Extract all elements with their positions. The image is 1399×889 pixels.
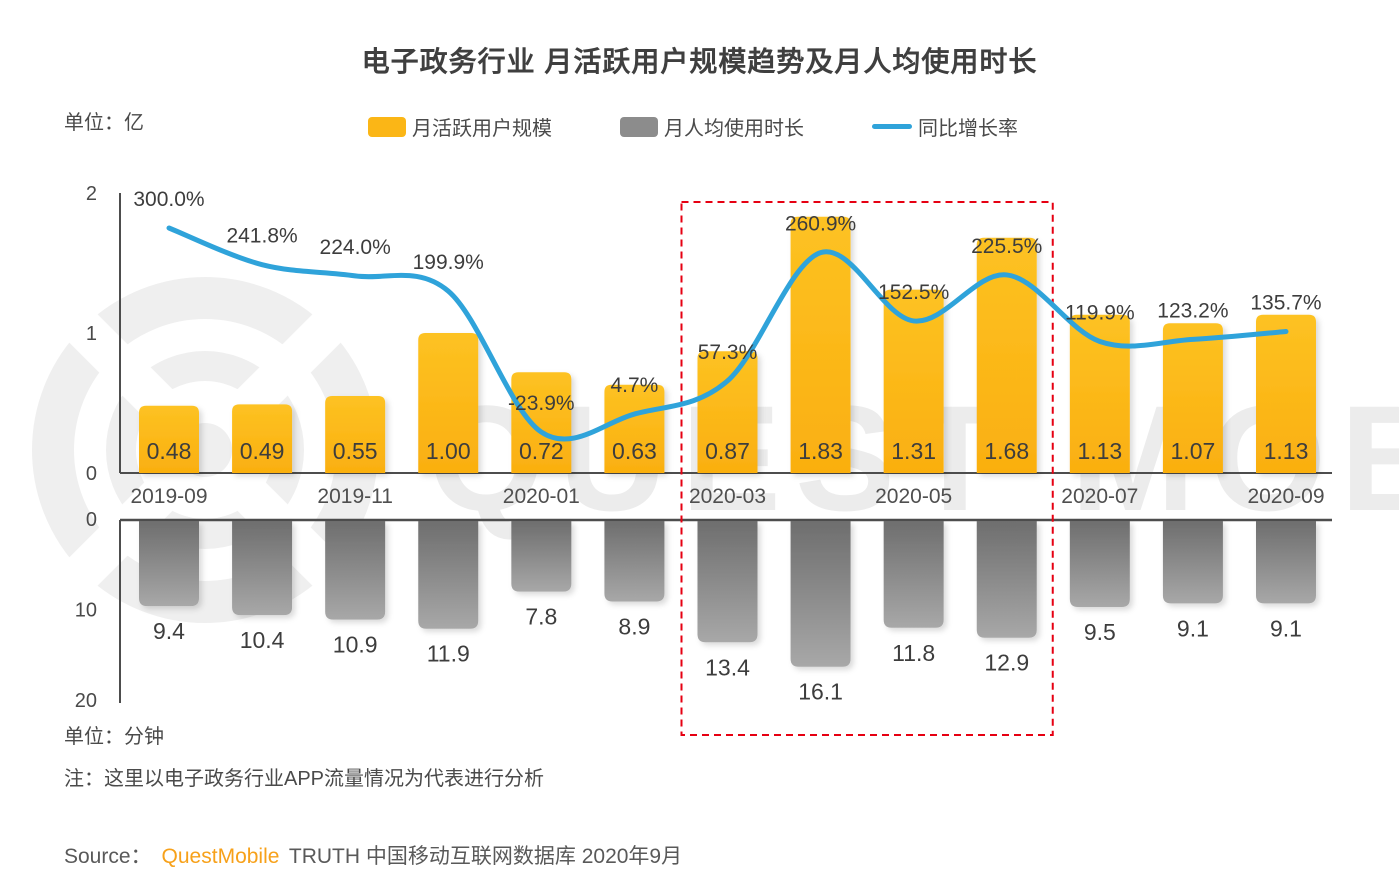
mau-bar-value: 0.87	[705, 438, 750, 464]
usage-bar-value: 8.9	[618, 614, 650, 640]
usage-bar-value: 11.9	[427, 641, 470, 667]
mau-bar-value: 1.07	[1171, 438, 1216, 464]
mau-bar-value: 1.13	[1264, 438, 1309, 464]
growth-point-label: 57.3%	[698, 341, 758, 364]
source-prefix: Source：	[64, 845, 152, 868]
mau-bar	[604, 384, 665, 473]
bottom-axis-tick: 10	[75, 600, 97, 622]
mau-bar-value: 0.63	[612, 438, 657, 464]
mau-bar	[976, 237, 1037, 473]
mau-bar-value: 1.83	[798, 438, 843, 464]
legend-item-usage: 月人均使用时长	[620, 112, 804, 141]
growth-point-label: 119.9%	[1065, 301, 1135, 324]
growth-point-label: 123.2%	[1157, 299, 1228, 322]
usage-bar	[976, 521, 1037, 638]
mau-bar	[418, 333, 479, 473]
growth-point-label: 199.9%	[413, 251, 484, 274]
usage-bar-value: 9.4	[153, 618, 185, 644]
usage-bar-value: 9.1	[1270, 615, 1302, 641]
usage-bar	[232, 521, 293, 616]
source-line: Source： QuestMobile TRUTH 中国移动互联网数据库 2020…	[64, 840, 682, 870]
usage-bar-value: 13.4	[705, 654, 750, 680]
growth-point-label: -23.9%	[508, 392, 575, 415]
usage-bar-value: 7.8	[525, 604, 557, 630]
growth-point-label: 152.5%	[878, 281, 949, 304]
x-axis-label: 2020-03	[689, 485, 766, 508]
legend: 月活跃用户规模 月人均使用时长 同比增长率	[368, 112, 1018, 141]
unit-bottom-label: 单位：分钟	[64, 726, 164, 748]
growth-point-label: 225.5%	[971, 235, 1042, 258]
mau-bar	[511, 372, 572, 473]
usage-swatch-icon	[620, 116, 658, 137]
mau-bar	[883, 289, 944, 473]
source-brand: QuestMobile	[161, 845, 280, 868]
growth-point-label: 4.7%	[610, 374, 658, 397]
mau-bar	[1162, 323, 1223, 473]
x-axis-label: 2019-11	[317, 485, 393, 508]
mau-bar-value: 0.49	[240, 438, 285, 464]
usage-bar-value: 9.5	[1084, 619, 1116, 645]
usage-bar	[511, 521, 572, 592]
usage-bar	[139, 521, 199, 607]
usage-bar-value: 16.1	[798, 679, 843, 705]
chart-title: 电子政务行业 月活跃用户规模趋势及月人均使用时长	[361, 46, 1038, 77]
mau-bar	[232, 404, 293, 473]
usage-bar	[418, 521, 479, 629]
analysis-note: 注：这里以电子政务行业APP流量情况为代表进行分析	[64, 768, 545, 790]
legend-label-mau: 月活跃用户规模	[412, 118, 552, 140]
mau-swatch-icon	[368, 116, 406, 137]
growth-point-label: 135.7%	[1250, 292, 1321, 315]
bottom-axis-tick: 0	[86, 509, 97, 531]
mau-bar	[790, 216, 851, 474]
highlight-box	[680, 201, 1054, 736]
mau-bar	[139, 405, 199, 473]
top-axis-tick: 1	[86, 323, 97, 345]
growth-point-label: 260.9%	[785, 213, 856, 236]
usage-bar-value: 12.9	[984, 650, 1029, 676]
legend-label-growth: 同比增长率	[918, 118, 1018, 140]
top-axis-tick: 2	[86, 183, 97, 205]
usage-bar-value: 9.1	[1177, 615, 1209, 641]
x-axis-label: 2020-01	[503, 485, 580, 508]
mau-bar-value: 0.72	[519, 438, 564, 464]
legend-label-usage: 月人均使用时长	[664, 118, 804, 140]
legend-item-growth: 同比增长率	[872, 112, 1018, 141]
bottom-axis-tick: 20	[75, 690, 97, 712]
usage-bar-value: 10.4	[240, 627, 285, 653]
unit-top-label: 单位：亿	[64, 112, 144, 134]
usage-bar	[883, 521, 944, 628]
mau-bar-value: 0.55	[333, 438, 378, 464]
usage-bar	[1162, 521, 1223, 604]
mau-bar-value: 1.13	[1077, 438, 1122, 464]
x-axis-label: 2020-09	[1247, 485, 1324, 508]
mau-bar	[697, 351, 758, 473]
usage-bar	[790, 521, 851, 667]
top-axis-tick: 0	[86, 463, 97, 485]
mau-bar	[325, 396, 386, 473]
usage-bar	[604, 521, 665, 602]
usage-bar	[1069, 521, 1130, 607]
growth-point-label: 241.8%	[226, 225, 297, 248]
mau-bar-value: 1.00	[426, 438, 471, 464]
x-axis-label: 2020-05	[875, 485, 952, 508]
growth-line-swatch-icon	[872, 124, 912, 129]
growth-point-label: 300.0%	[133, 188, 204, 211]
x-axis-label: 2019-09	[130, 485, 207, 508]
mau-bar-value: 1.31	[891, 438, 936, 464]
mau-bar	[1069, 314, 1130, 473]
mau-bar-value: 0.48	[147, 438, 192, 464]
x-axis-label: 2020-07	[1061, 485, 1138, 508]
mau-bar	[1255, 314, 1316, 473]
usage-bar-value: 11.8	[892, 640, 935, 666]
usage-bar	[697, 521, 758, 643]
legend-item-mau: 月活跃用户规模	[368, 112, 552, 141]
mau-bar-value: 1.68	[984, 438, 1029, 464]
source-suffix: TRUTH 中国移动互联网数据库 2020年9月	[283, 845, 683, 868]
growth-point-label: 224.0%	[320, 236, 391, 259]
usage-bar-value: 10.9	[333, 632, 378, 658]
usage-bar	[325, 521, 386, 620]
growth-line	[166, 225, 1289, 442]
usage-bar	[1255, 521, 1316, 604]
